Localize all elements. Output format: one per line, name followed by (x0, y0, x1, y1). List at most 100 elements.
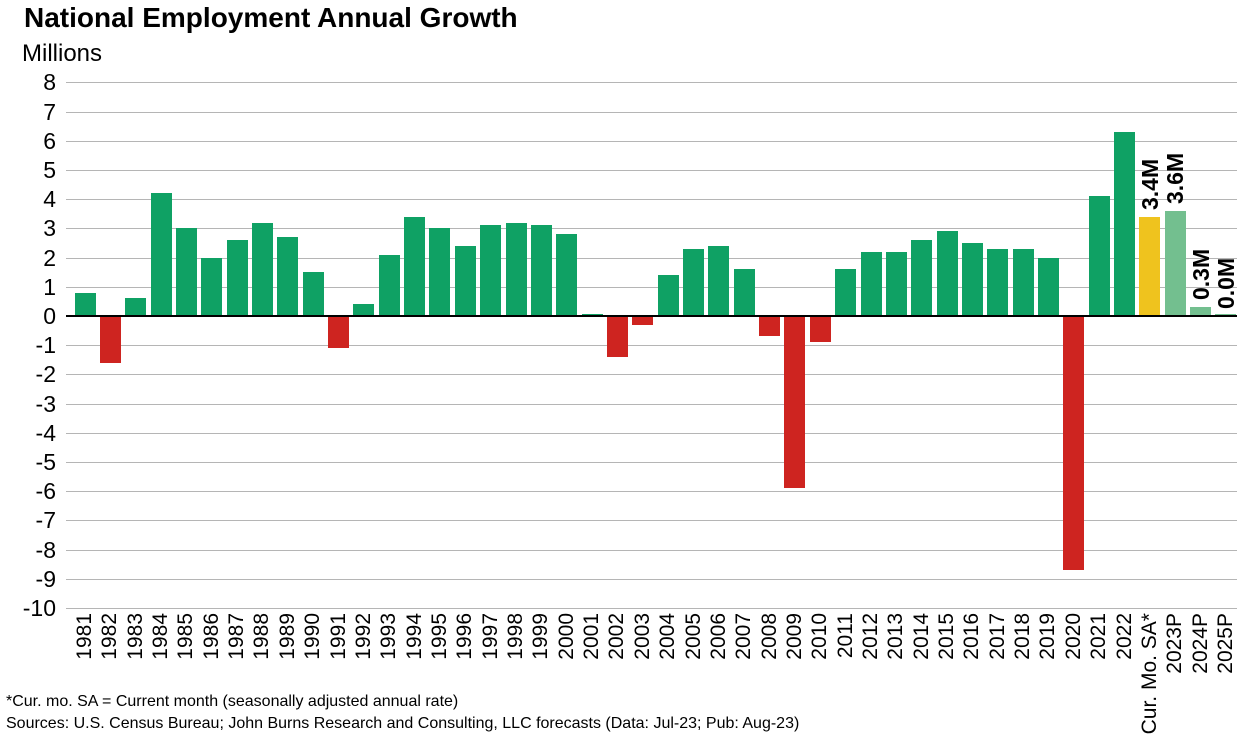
x-tick-label-2005: 2005 (682, 613, 705, 660)
gridline-6 (66, 141, 1237, 142)
x-tick-label-2007: 2007 (732, 613, 755, 660)
x-tick-label-2023p: 2023P (1163, 613, 1186, 674)
x-tick-label-1981: 1981 (73, 613, 96, 660)
bar-1992 (353, 304, 374, 316)
x-tick-label-1998: 1998 (504, 613, 527, 660)
bar-2008 (759, 316, 780, 336)
bar-2021 (1089, 196, 1110, 316)
bar-1985 (176, 228, 197, 316)
gridline-2 (66, 258, 1237, 259)
bar-2014 (911, 240, 932, 316)
x-tick-label-1983: 1983 (124, 613, 147, 660)
y-tick-label-6: 6 (43, 128, 56, 154)
gridline--3 (66, 404, 1237, 405)
x-tick-label-2025p: 2025P (1214, 613, 1237, 674)
bar-1998 (506, 223, 527, 316)
x-tick-label-1992: 1992 (352, 613, 375, 660)
x-tick-label-2003: 2003 (631, 613, 654, 660)
x-tick-label-2024p: 2024P (1189, 613, 1212, 674)
x-tick-label-1989: 1989 (276, 613, 299, 660)
x-tick-label-2021: 2021 (1087, 613, 1110, 660)
y-tick-label-2: 2 (43, 245, 56, 271)
bar-value-label-2025p: 0.0M (1213, 257, 1239, 309)
y-tick-label--6: -6 (35, 478, 56, 504)
x-tick-label-1999: 1999 (529, 613, 552, 660)
bar-2023p (1165, 211, 1186, 316)
y-tick-label--5: -5 (35, 449, 56, 475)
x-tick-label-2019: 2019 (1036, 613, 1059, 660)
chart-title: National Employment Annual Growth (24, 2, 518, 33)
x-tick-label-2004: 2004 (656, 613, 679, 660)
bar-1999 (531, 225, 552, 316)
bar-1981 (75, 293, 96, 316)
x-tick-label-1993: 1993 (377, 613, 400, 660)
bar-2003 (632, 316, 653, 325)
y-tick-label-3: 3 (43, 215, 56, 241)
x-tick-label-2015: 2015 (935, 613, 958, 660)
bar-2002 (607, 316, 628, 357)
bar-1982 (100, 316, 121, 363)
x-tick-label-1986: 1986 (200, 613, 223, 660)
y-tick-label--4: -4 (35, 420, 56, 446)
y-tick-label-8: 8 (43, 69, 56, 95)
bar-2020 (1063, 316, 1084, 570)
gridline-8 (66, 82, 1237, 83)
gridline--8 (66, 550, 1237, 551)
x-tick-label-1996: 1996 (453, 613, 476, 660)
x-tick-label-2022: 2022 (1113, 613, 1136, 660)
bar-2017 (987, 249, 1008, 316)
bar-2018 (1013, 249, 1034, 316)
y-tick-label-1: 1 (43, 274, 56, 300)
x-tick-label-1990: 1990 (301, 613, 324, 660)
x-tick-label-2018: 2018 (1011, 613, 1034, 660)
bar-1989 (277, 237, 298, 316)
y-tick-label-7: 7 (43, 99, 56, 125)
y-tick-label--2: -2 (35, 361, 56, 387)
bar-value-label-2023p: 3.6M (1162, 152, 1188, 204)
bar-2013 (886, 252, 907, 316)
bar-1996 (455, 246, 476, 316)
y-tick-label--9: -9 (35, 566, 56, 592)
x-tick-label-2016: 2016 (960, 613, 983, 660)
bar-1987 (227, 240, 248, 316)
bar-1995 (429, 228, 450, 316)
gridline-5 (66, 170, 1237, 171)
y-tick-label-0: 0 (43, 303, 56, 329)
bar-1984 (151, 193, 172, 316)
x-tick-label-2000: 2000 (555, 613, 578, 660)
bar-2022 (1114, 132, 1135, 316)
bar-1997 (480, 225, 501, 316)
bar-1983 (125, 298, 146, 316)
x-tick-label-2001: 2001 (580, 613, 603, 660)
gridline--6 (66, 491, 1237, 492)
gridline--2 (66, 374, 1237, 375)
x-tick-label-2017: 2017 (986, 613, 1009, 660)
y-tick-label--7: -7 (35, 507, 56, 533)
y-tick-label-4: 4 (43, 186, 56, 212)
bar-2007 (734, 269, 755, 316)
x-tick-label-2013: 2013 (884, 613, 907, 660)
gridline--1 (66, 345, 1237, 346)
bar-2010 (810, 316, 831, 342)
x-tick-label-1985: 1985 (174, 613, 197, 660)
bar-value-label-2024p: 0.3M (1188, 248, 1214, 300)
bar-2004 (658, 275, 679, 316)
x-tick-label-2006: 2006 (707, 613, 730, 660)
gridline--5 (66, 462, 1237, 463)
bar-2015 (937, 231, 958, 316)
bar-cur-mo-sa (1139, 217, 1160, 316)
x-tick-label-1991: 1991 (327, 613, 350, 660)
x-tick-label-2012: 2012 (859, 613, 882, 660)
bar-1988 (252, 223, 273, 316)
bar-2006 (708, 246, 729, 316)
footnote-definition: *Cur. mo. SA = Current month (seasonally… (6, 693, 459, 710)
y-tick-label--1: -1 (35, 332, 56, 358)
bar-1990 (303, 272, 324, 316)
bar-2012 (861, 252, 882, 316)
y-tick-label--3: -3 (35, 391, 56, 417)
x-tick-label-2002: 2002 (605, 613, 628, 660)
gridline-3 (66, 228, 1237, 229)
gridline--4 (66, 433, 1237, 434)
